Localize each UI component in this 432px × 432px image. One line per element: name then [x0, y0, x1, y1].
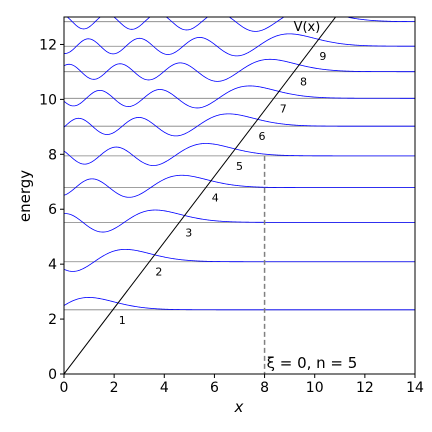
level-label-5: 5 [236, 160, 243, 173]
plot-frame [63, 16, 416, 375]
wavefunction-9 [64, 33, 415, 57]
x-tick-label: 14 [406, 380, 424, 396]
x-tick-label: 2 [110, 380, 119, 396]
potential-label: V(x) [294, 20, 321, 35]
level-label-7: 7 [280, 102, 287, 115]
x-axis-label: x [234, 398, 244, 416]
y-tick-label: 2 [48, 312, 57, 328]
y-tick-label: 10 [39, 92, 57, 108]
level-label-9: 9 [319, 50, 326, 63]
wavefunction-10 [66, 17, 415, 32]
y-tick-label: 4 [48, 257, 57, 273]
wavefunction-7 [64, 85, 415, 109]
wavefunction-5 [64, 143, 415, 166]
y-axis-label: energy [16, 170, 34, 222]
wavefunctions [64, 17, 415, 311]
x-tick-label: 6 [210, 380, 219, 396]
potential-line [64, 17, 337, 374]
x-tick-label: 10 [306, 380, 324, 396]
level-label-8: 8 [300, 76, 307, 89]
y-tick-label: 6 [48, 202, 57, 218]
wavefunction-4 [64, 174, 415, 198]
x-axis: 0 2 4 6 8 10 12 14 [60, 374, 424, 396]
wavefunction-6 [64, 113, 415, 137]
wavefunction-3 [64, 209, 415, 233]
plot-background [64, 17, 415, 374]
level-label-2: 2 [155, 266, 162, 279]
level-label-1: 1 [119, 314, 126, 327]
potential-layer [64, 17, 337, 374]
wavefunction-1 [64, 297, 415, 311]
level-label-3: 3 [185, 226, 192, 239]
y-tick-label: 8 [48, 147, 57, 163]
marker-label: ξ = 0, n = 5 [267, 354, 358, 372]
wavefunction-2 [64, 248, 415, 272]
level-label-4: 4 [212, 192, 219, 205]
x-tick-label: 8 [260, 380, 269, 396]
x-tick-label: 4 [160, 380, 169, 396]
y-tick-label: 12 [39, 37, 57, 53]
x-tick-label: 12 [356, 380, 374, 396]
level-label-6: 6 [259, 130, 266, 143]
wavefunction-8 [64, 58, 415, 82]
y-tick-label: 0 [48, 367, 57, 383]
y-axis: 0 2 4 6 8 10 12 [39, 37, 64, 383]
level-labels: 1 2 3 4 5 6 789 [119, 50, 327, 327]
x-tick-label: 0 [60, 380, 69, 396]
